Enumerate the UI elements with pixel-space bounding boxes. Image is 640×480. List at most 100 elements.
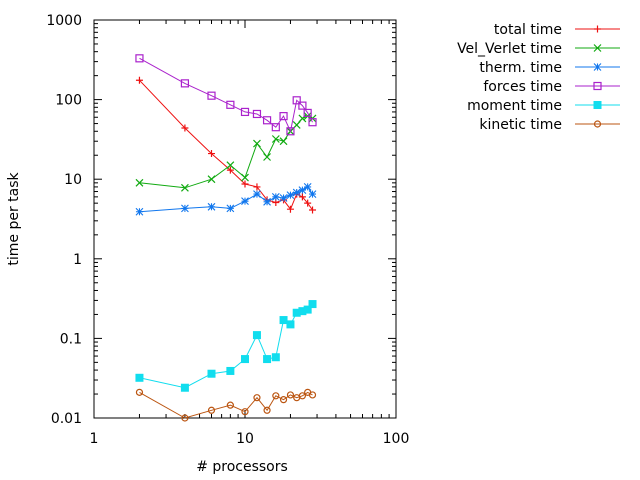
data-point-plus: [208, 150, 216, 158]
data-point-square: [279, 112, 288, 121]
data-point-filled-square: [271, 353, 280, 362]
data-point-circle: [279, 396, 288, 404]
legend-entry: total time: [494, 22, 620, 38]
y-tick-label: 1: [73, 252, 82, 268]
data-point-plus: [304, 199, 312, 207]
data-point-square: [240, 107, 250, 117]
legend-label: total time: [494, 22, 562, 38]
series-line: [139, 57, 313, 133]
data-point-filled-square: [279, 316, 288, 325]
data-point-filled-square: [241, 355, 249, 364]
y-tick-label: 0.1: [60, 331, 82, 347]
data-point-circle: [241, 408, 249, 416]
data-point-star: [226, 204, 235, 213]
data-point-star: [135, 207, 144, 216]
data-point-square: [298, 101, 307, 110]
legend: total time Vel_Verlet time therm. time forc…: [457, 22, 620, 133]
data-point-plus: [298, 193, 306, 201]
data-point-plus: [594, 25, 601, 33]
data-point-circle: [286, 391, 295, 399]
legend-label: kinetic time: [479, 117, 562, 133]
data-point-circle: [135, 388, 144, 396]
data-point-filled-square: [207, 369, 216, 378]
data-point-x: [279, 137, 288, 146]
data-point-plus: [135, 76, 143, 84]
y-axis-label: time per task: [6, 171, 22, 265]
data-point-filled-square: [180, 383, 189, 392]
data-point-filled-square: [308, 300, 317, 309]
data-point-square: [180, 79, 190, 88]
series-therm-time: [135, 183, 317, 216]
data-point-square: [303, 108, 312, 118]
data-point-x: [271, 135, 280, 143]
data-point-star: [253, 190, 261, 198]
data-point-x: [263, 153, 271, 161]
axis-ticks: 1 10 100 0.01 0.1 1 10 100 1000: [46, 13, 409, 447]
data-point-filled-square: [226, 366, 235, 375]
series-moment-time: [135, 300, 317, 392]
data-point-square: [286, 127, 295, 136]
series-layer: [135, 54, 317, 422]
data-point-circle: [263, 406, 271, 414]
data-point-star: [308, 190, 317, 198]
data-point-x: [207, 175, 216, 184]
data-point-filled-square: [303, 305, 312, 314]
data-point-x: [135, 178, 144, 187]
data-point-star: [181, 204, 189, 213]
data-point-filled-square: [252, 331, 261, 340]
x-tick-label: 10: [236, 431, 254, 447]
legend-label: forces time: [483, 79, 562, 95]
data-point-x: [226, 161, 235, 170]
data-point-x: [180, 183, 189, 192]
data-point-star: [271, 192, 280, 201]
data-point-star: [298, 186, 307, 194]
data-point-square: [271, 123, 280, 132]
data-point-x: [253, 139, 261, 148]
data-point-filled-square: [286, 320, 295, 329]
legend-entry: moment time: [467, 98, 620, 114]
data-point-circle: [253, 394, 261, 402]
legend-entry: Vel_Verlet time: [457, 41, 620, 57]
data-point-plus: [253, 183, 261, 191]
data-point-square: [207, 91, 216, 100]
data-point-circle: [272, 392, 280, 400]
data-point-circle: [298, 392, 307, 400]
data-point-plus: [226, 166, 234, 174]
legend-label: moment time: [467, 98, 562, 114]
y-tick-label: 100: [55, 93, 82, 109]
data-point-circle: [226, 401, 234, 409]
data-point-x: [593, 44, 602, 52]
legend-entry: kinetic time: [479, 117, 620, 133]
data-point-circle: [308, 391, 317, 399]
series-line: [139, 391, 313, 419]
y-tick-label: 10: [64, 172, 82, 188]
data-point-star: [263, 197, 271, 206]
data-point-square: [292, 96, 301, 105]
data-point-circle: [181, 414, 189, 422]
data-point-circle: [593, 120, 602, 128]
data-point-filled-square: [135, 373, 144, 382]
data-point-star: [241, 197, 249, 206]
data-point-star: [286, 191, 295, 200]
data-point-plus: [181, 124, 189, 132]
x-tick-label: 1: [90, 431, 99, 447]
series-line: [139, 115, 313, 189]
series-vel-verlet-time: [135, 112, 317, 192]
data-point-filled-square: [263, 355, 272, 364]
y-tick-label: 1000: [46, 13, 82, 29]
data-point-star: [292, 188, 301, 197]
data-point-square: [308, 118, 317, 127]
data-point-star: [279, 194, 288, 202]
data-point-filled-square: [593, 101, 602, 109]
series-forces-time: [135, 54, 317, 136]
data-point-star: [303, 183, 312, 191]
y-tick-label: 0.01: [51, 411, 82, 427]
data-point-plus: [309, 206, 317, 214]
data-point-star: [207, 202, 216, 211]
series-line: [139, 79, 313, 211]
data-point-square: [226, 100, 235, 109]
data-point-x: [241, 173, 249, 182]
legend-entry: therm. time: [479, 60, 620, 76]
data-point-square: [262, 116, 272, 125]
